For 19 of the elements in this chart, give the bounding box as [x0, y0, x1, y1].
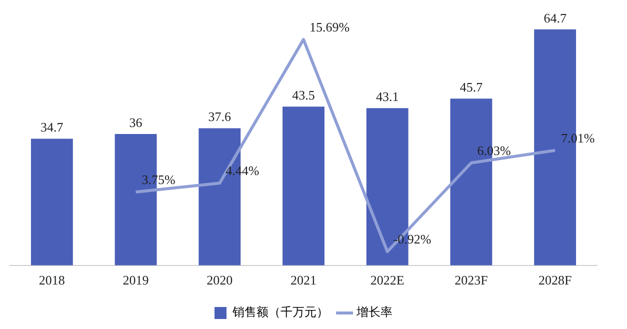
data-label: 34.7 [40, 120, 64, 135]
x-tick-label: 2019 [122, 272, 149, 288]
legend-label: 销售额（千万元） [232, 305, 328, 320]
data-label: 64.7 [544, 10, 567, 26]
bar [282, 106, 324, 266]
data-label: 15.69% [310, 19, 350, 34]
x-tick-label: 2022E [370, 272, 404, 288]
x-tick-label: 2028F [538, 272, 572, 288]
x-tick-label: 2021 [290, 272, 316, 288]
x-tick-label: 2023F [454, 272, 488, 288]
x-tick-label: 2018 [38, 272, 65, 288]
data-label: 37.6 [208, 109, 232, 124]
data-label: 36 [129, 114, 143, 130]
bar [30, 138, 73, 266]
data-label: 43.1 [376, 89, 399, 104]
x-tick-label: 2020 [206, 272, 233, 288]
data-label: 45.7 [460, 80, 484, 95]
legend-label: 增长率 [356, 305, 392, 320]
data-label: 43.5 [292, 88, 315, 103]
